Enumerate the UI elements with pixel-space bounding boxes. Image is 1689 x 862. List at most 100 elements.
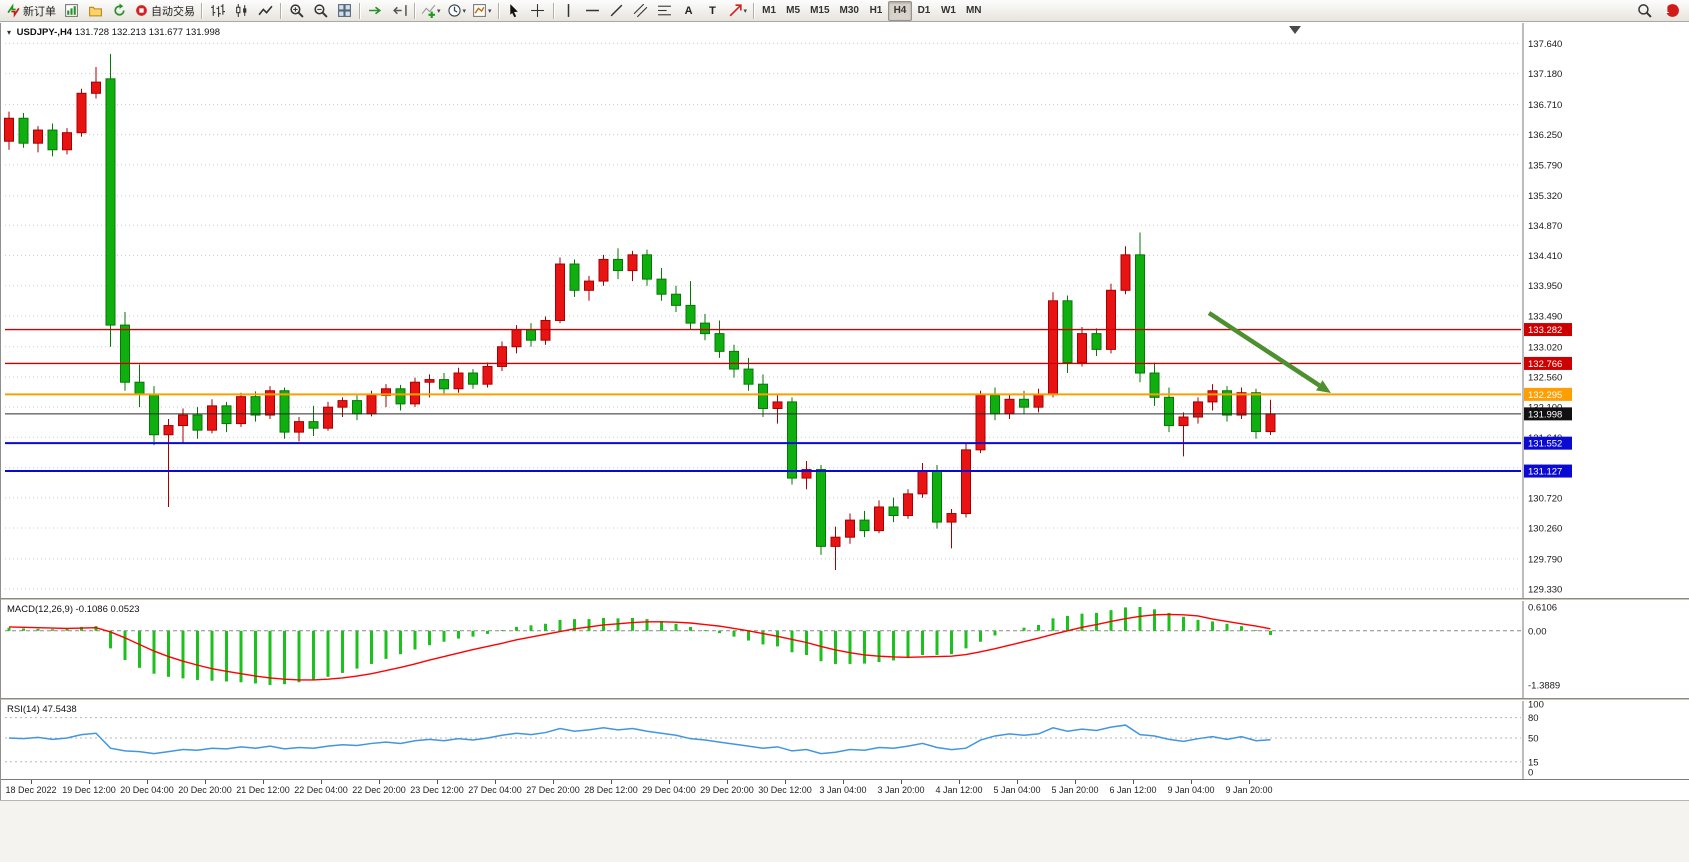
candle-body: [395, 388, 406, 405]
button-label: MN: [965, 5, 982, 16]
vertical-line-button[interactable]: [557, 1, 581, 21]
candle-body: [903, 493, 913, 517]
time-tick: [437, 780, 438, 784]
timeframe-w1-button[interactable]: W1: [936, 1, 961, 21]
auto-scroll-button[interactable]: [363, 1, 387, 21]
timeframe-mn-button[interactable]: MN: [961, 1, 987, 21]
trendline-button[interactable]: [605, 1, 629, 21]
chart-window-icon: [64, 3, 79, 18]
timeframe-m15-button[interactable]: M15: [805, 1, 834, 21]
line-chart-mode-button[interactable]: [253, 1, 277, 21]
time-scale[interactable]: 18 Dec 2022 19 Dec 12:00 20 Dec 04:00 20 De…: [1, 779, 1689, 801]
periods-button[interactable]: ▾: [444, 1, 470, 21]
candle-body: [511, 329, 522, 348]
macd-panel-canvas[interactable]: 0.6106 0.00 -1.3889: [1, 601, 1689, 698]
bottom-strip: [0, 800, 1689, 862]
panel-splitter[interactable]: [1, 598, 1689, 601]
candle-body: [946, 513, 957, 523]
candle-body: [685, 304, 696, 324]
macd-scale-label: 0.00: [1528, 626, 1547, 637]
price-scale-label: 136.710: [1528, 100, 1562, 111]
panel-splitter[interactable]: [1, 698, 1689, 701]
refresh-button[interactable]: [107, 1, 131, 21]
candle-body: [453, 372, 464, 390]
candle-body: [598, 258, 609, 282]
price-scale-label: 129.330: [1528, 585, 1562, 596]
trendline-icon: [609, 3, 624, 18]
candle-body: [729, 350, 739, 370]
zoom-out-button[interactable]: [308, 1, 332, 21]
templates-icon: [472, 3, 487, 18]
time-scale-label: 28 Dec 12:00: [584, 785, 638, 795]
toolbar-separator: [201, 2, 202, 19]
toolbar: 新订单 自动交易 ▾ ▾ ▾ A T ▾ M1 M5 M15 M30 H1 H4 D1 W1 MN 1: [0, 0, 1689, 22]
candle-body: [308, 421, 319, 429]
bar-chart-mode-button[interactable]: [205, 1, 229, 21]
cursor-button[interactable]: [502, 1, 526, 21]
button-label: 新订单: [23, 5, 56, 18]
autotrading-button[interactable]: 自动交易: [131, 1, 198, 21]
price-scale-labels[interactable]: 137.640 137.180 136.710 136.250 135.790 135.3…: [1528, 39, 1562, 596]
candle-body: [1077, 333, 1087, 364]
candle-body: [1251, 392, 1261, 432]
fibonacci-button[interactable]: [653, 1, 677, 21]
new-order-button[interactable]: 新订单: [3, 1, 59, 21]
timeframe-d1-button[interactable]: D1: [912, 1, 936, 21]
time-tick: [205, 780, 206, 784]
candle-body: [1193, 401, 1203, 418]
price-chart-canvas[interactable]: 137.640 137.180 136.710 136.250 135.790 135.3…: [1, 23, 1689, 598]
button-label: H1: [869, 5, 883, 16]
refresh-icon: [112, 3, 127, 18]
timeframe-m30-button[interactable]: M30: [835, 1, 864, 21]
candlestick-mode-button[interactable]: [229, 1, 253, 21]
search-button[interactable]: [1632, 1, 1656, 21]
timeframe-h1-button[interactable]: H1: [864, 1, 888, 21]
timeframe-m5-button[interactable]: M5: [781, 1, 805, 21]
indicators-button[interactable]: ▾: [418, 1, 444, 21]
time-scale-label: 9 Jan 20:00: [1225, 785, 1273, 795]
candle-body: [801, 469, 812, 479]
chart-shift-marker-icon[interactable]: [1289, 26, 1301, 34]
macd-scale-label: -1.3889: [1528, 680, 1560, 691]
new-chart-button[interactable]: [59, 1, 83, 21]
arrows-button[interactable]: ▾: [725, 1, 751, 21]
toolbar-separator: [552, 2, 554, 19]
time-scale-label: 19 Dec 12:00: [62, 785, 116, 795]
support-line-1-price-tag: [1524, 436, 1572, 450]
candle-body: [1004, 398, 1015, 415]
candle-body: [163, 425, 174, 436]
tile-windows-button[interactable]: [332, 1, 356, 21]
button-label: W1: [940, 5, 956, 16]
chart-window: 137.640 137.180 136.710 136.250 135.790 135.3…: [0, 23, 1689, 801]
time-tick: [321, 780, 322, 784]
templates-button[interactable]: ▾: [469, 1, 495, 21]
zoom-in-button[interactable]: [284, 1, 308, 21]
candle-body: [555, 263, 565, 321]
profiles-button[interactable]: [83, 1, 107, 21]
label-button[interactable]: T: [701, 1, 725, 21]
channel-button[interactable]: [629, 1, 653, 21]
chart-shift-button[interactable]: [387, 1, 411, 21]
price-scale-label: 137.180: [1528, 69, 1562, 80]
alert-badge-icon: [1665, 3, 1680, 18]
timeframe-m1-button[interactable]: M1: [757, 1, 781, 21]
price-scale-label: 136.250: [1528, 130, 1562, 141]
candle-body: [468, 372, 478, 385]
time-scale-label: 20 Dec 20:00: [178, 785, 232, 795]
horizontal-line-button[interactable]: [581, 1, 605, 21]
rsi-panel-canvas[interactable]: 100 80 50 150: [1, 701, 1689, 779]
notification-badge[interactable]: 1: [1660, 1, 1684, 21]
arrows-icon: [728, 3, 743, 18]
chart-menu-arrow-icon[interactable]: ▾: [7, 28, 12, 37]
indicators-icon: [421, 3, 436, 18]
candle-body: [439, 379, 449, 390]
trend-arrow-object[interactable]: [1207, 311, 1321, 388]
zoom-out-icon: [313, 3, 328, 18]
price-scale-label: 132.560: [1528, 372, 1562, 383]
timeframe-h4-button[interactable]: H4: [887, 0, 912, 21]
line-chart-icon: [257, 3, 273, 18]
crosshair-button[interactable]: [526, 1, 550, 21]
text-button[interactable]: A: [677, 1, 701, 21]
autotrading-icon: [134, 3, 149, 18]
macd-indicator-label: MACD(12,26,9) -0.1086 0.0523: [7, 604, 140, 615]
